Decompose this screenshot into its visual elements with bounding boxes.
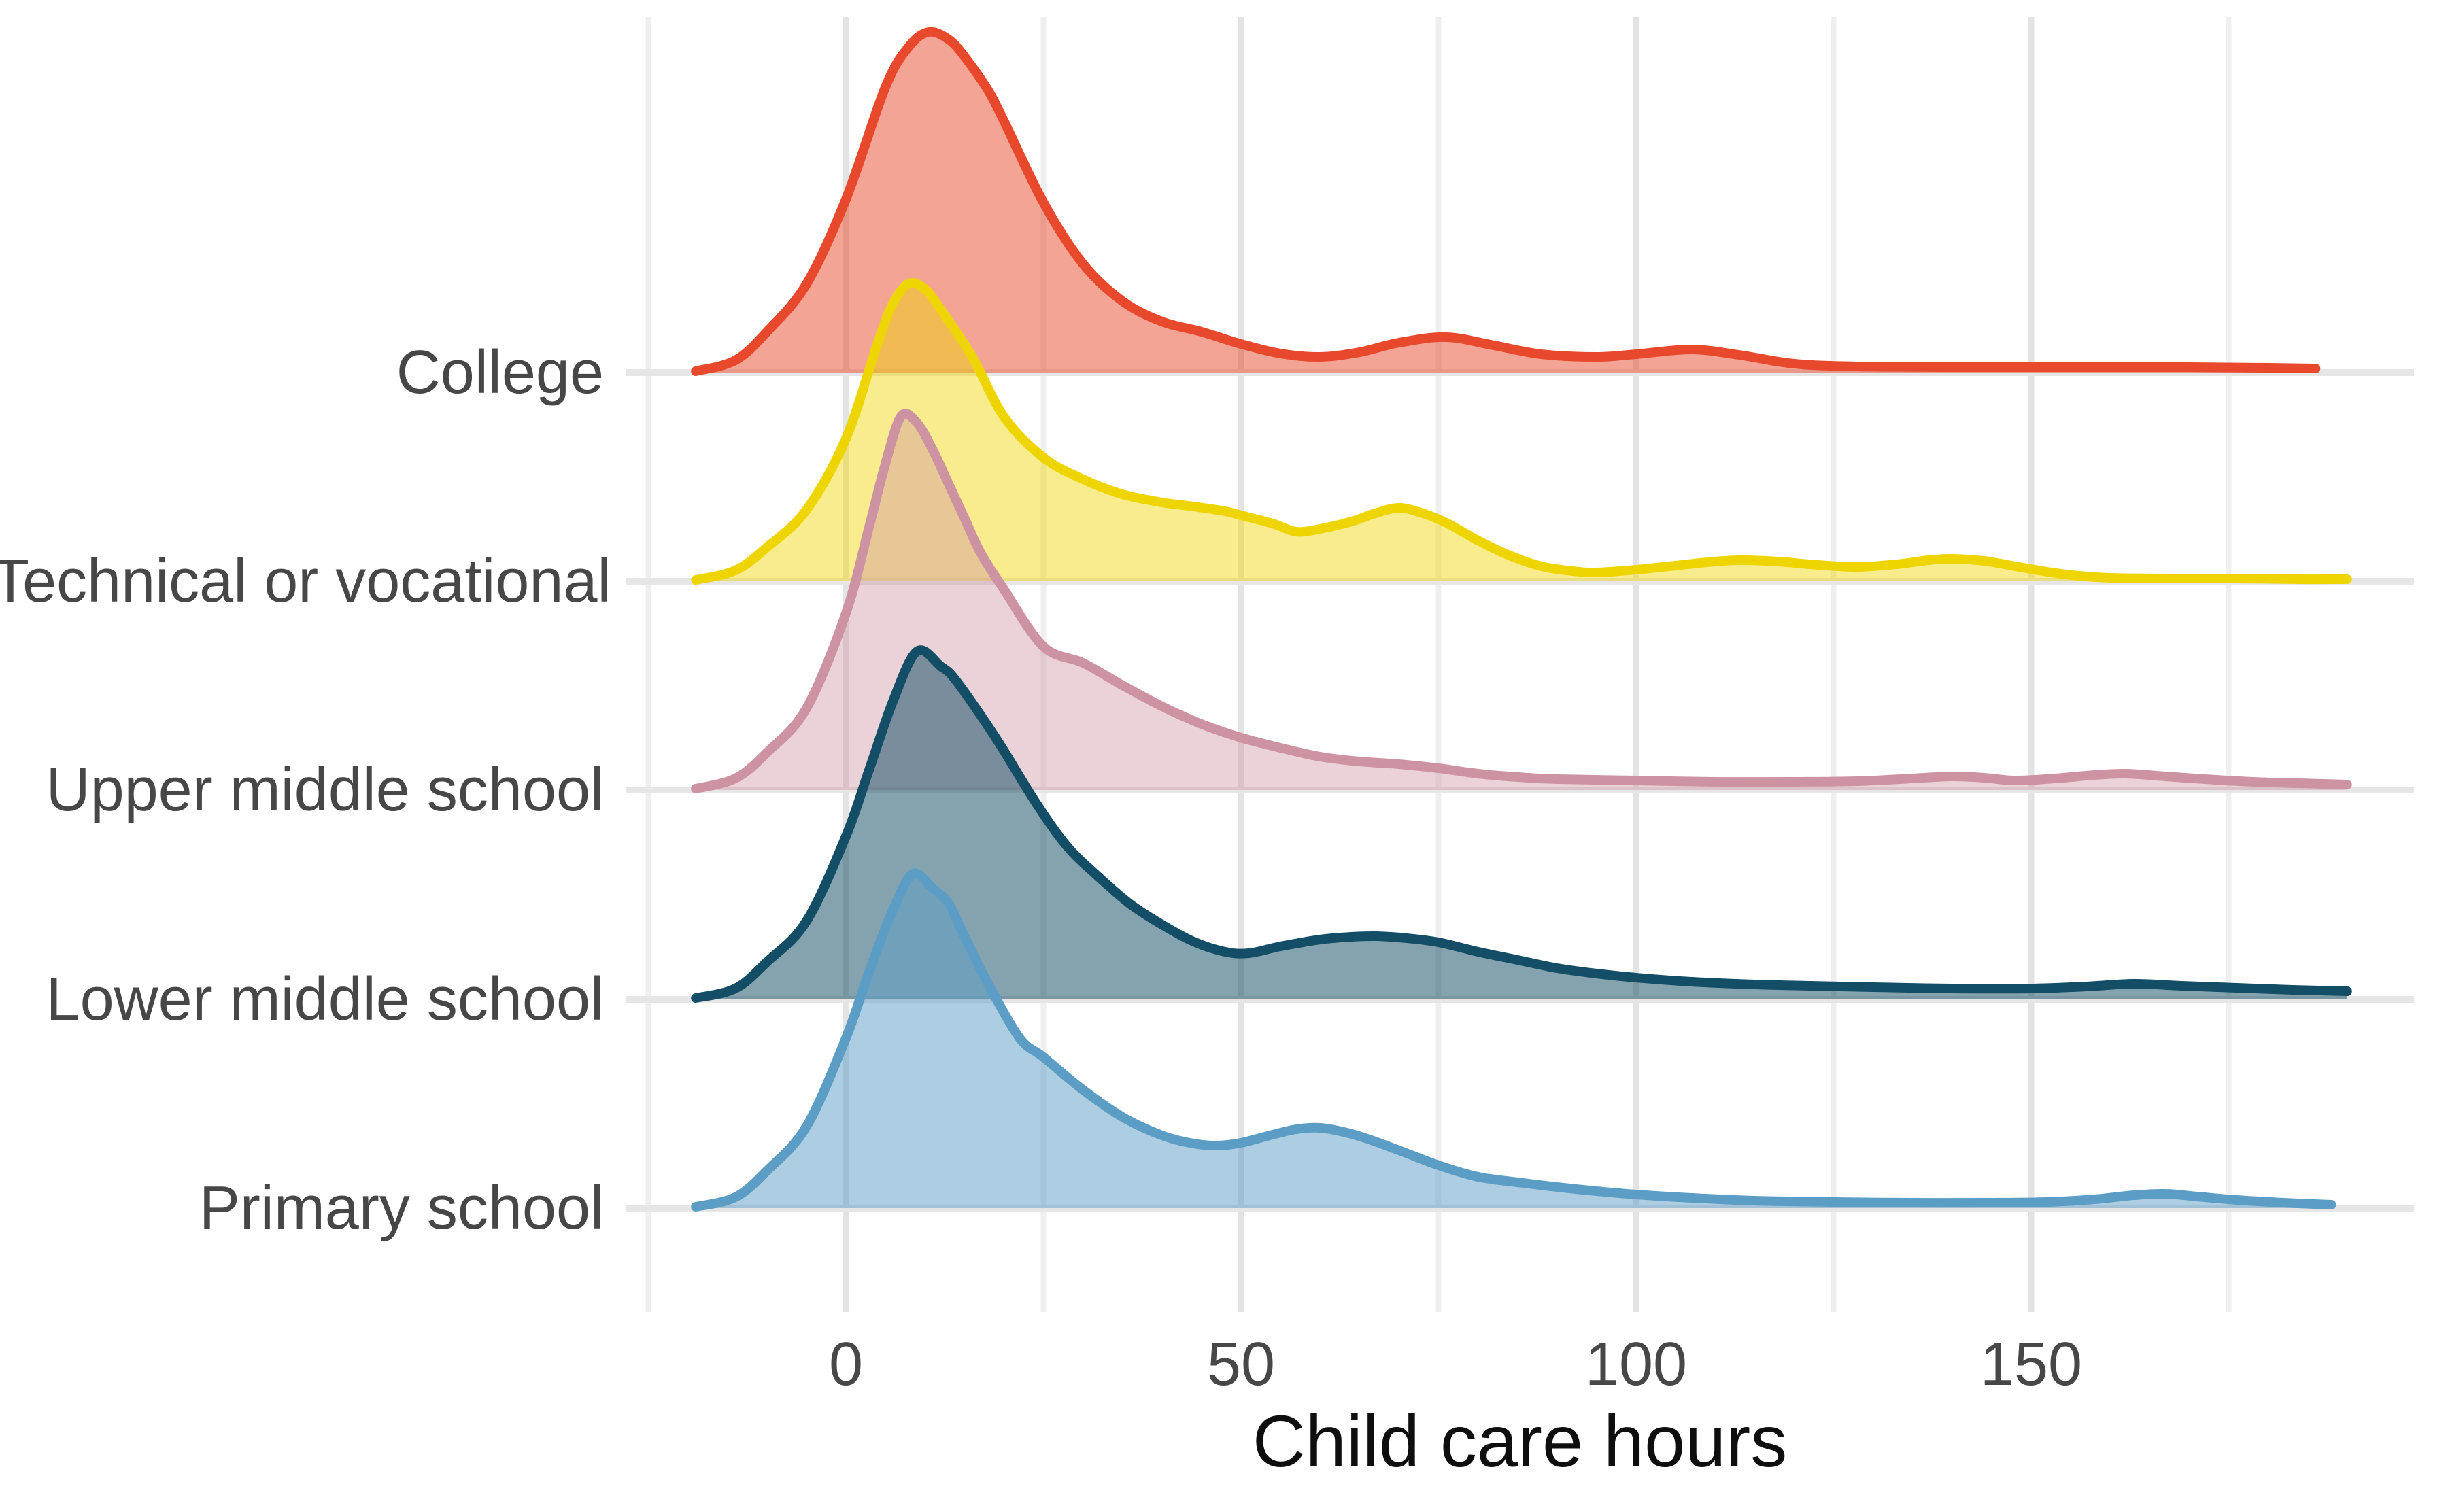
x-tick-label-50: 50 [1206,1330,1276,1398]
ridge-layer [691,27,2352,1212]
x-tick-label-100: 100 [1584,1330,1688,1398]
ridge-line-primary-school [691,868,2336,1212]
ridge-line-lower-middle-school [691,645,2352,1003]
ridge-fill-upper-middle-school [696,413,2347,790]
ridge-line-college [691,27,2321,376]
x-tick-label-150: 150 [1979,1330,2083,1398]
y-axis-label-primary-school: Primary school [199,1174,604,1242]
ridge-fill-lower-middle-school [696,650,2347,999]
x-tick-label-0: 0 [828,1330,864,1398]
ridge-fill-technical-or-vocational [696,282,2347,581]
y-axis-label-upper-middle-school: Upper middle school [46,756,604,824]
y-axis-label-college: College [396,339,604,407]
ridge-fill-primary-school [696,873,2332,1208]
ridge-line-upper-middle-school [691,409,2352,793]
ridge-line-technical-or-vocational [691,277,2352,585]
y-axis-label-lower-middle-school: Lower middle school [46,965,604,1033]
x-axis-title: Child care hours [1252,1400,1788,1482]
y-axis-label-technical-or-vocational: Technical or vocational [0,547,611,615]
